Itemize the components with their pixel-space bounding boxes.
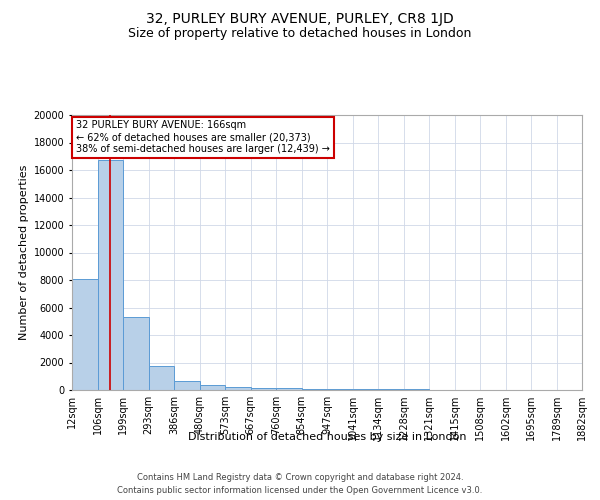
Text: Contains HM Land Registry data © Crown copyright and database right 2024.: Contains HM Land Registry data © Crown c… — [137, 472, 463, 482]
Bar — [72, 278, 97, 390]
Text: 32, PURLEY BURY AVENUE, PURLEY, CR8 1JD: 32, PURLEY BURY AVENUE, PURLEY, CR8 1JD — [146, 12, 454, 26]
Bar — [97, 160, 123, 390]
Text: Distribution of detached houses by size in London: Distribution of detached houses by size … — [188, 432, 466, 442]
Bar — [123, 317, 149, 390]
Y-axis label: Number of detached properties: Number of detached properties — [19, 165, 29, 340]
Bar — [327, 389, 353, 390]
Bar — [276, 388, 302, 390]
Bar — [251, 388, 276, 390]
Bar — [149, 366, 174, 390]
Bar — [302, 388, 327, 390]
Bar — [353, 389, 378, 390]
Bar — [199, 385, 225, 390]
Bar — [174, 381, 199, 390]
Text: Contains public sector information licensed under the Open Government Licence v3: Contains public sector information licen… — [118, 486, 482, 495]
Text: 32 PURLEY BURY AVENUE: 166sqm
← 62% of detached houses are smaller (20,373)
38% : 32 PURLEY BURY AVENUE: 166sqm ← 62% of d… — [76, 120, 330, 154]
Bar — [225, 386, 251, 390]
Text: Size of property relative to detached houses in London: Size of property relative to detached ho… — [128, 28, 472, 40]
